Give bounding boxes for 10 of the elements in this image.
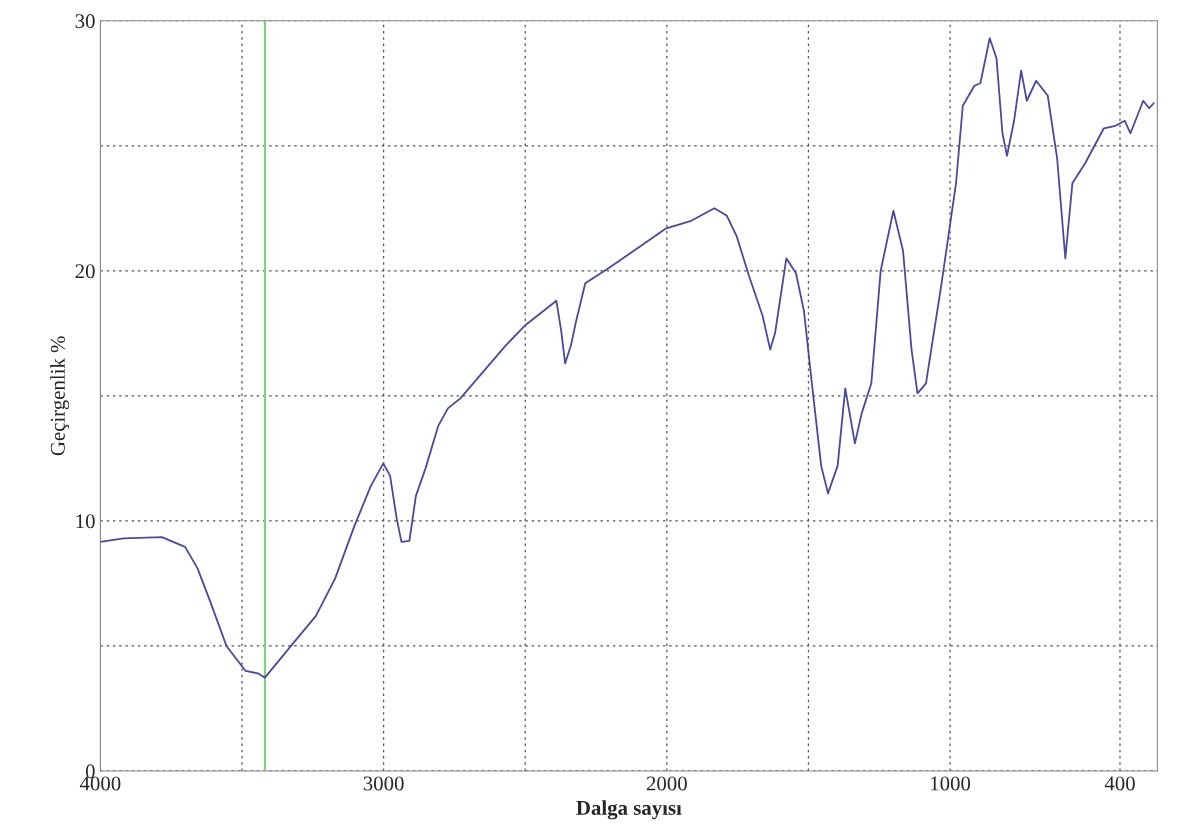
x-tick-label: 2000 [646, 776, 687, 791]
y-tick-label: 20 [75, 264, 95, 279]
y-axis-title: Geçirgenlik % [50, 336, 70, 456]
y-tick-label: 30 [75, 14, 95, 29]
line-series [100, 37, 1155, 679]
x-tick-label: 1000 [931, 776, 971, 791]
x-tick-label: 3000 [363, 776, 404, 791]
x-axis-title: Dalga sayısı [576, 800, 682, 820]
y-tick-label: 10 [76, 514, 95, 529]
x-tick-label: 400 [1104, 776, 1135, 791]
